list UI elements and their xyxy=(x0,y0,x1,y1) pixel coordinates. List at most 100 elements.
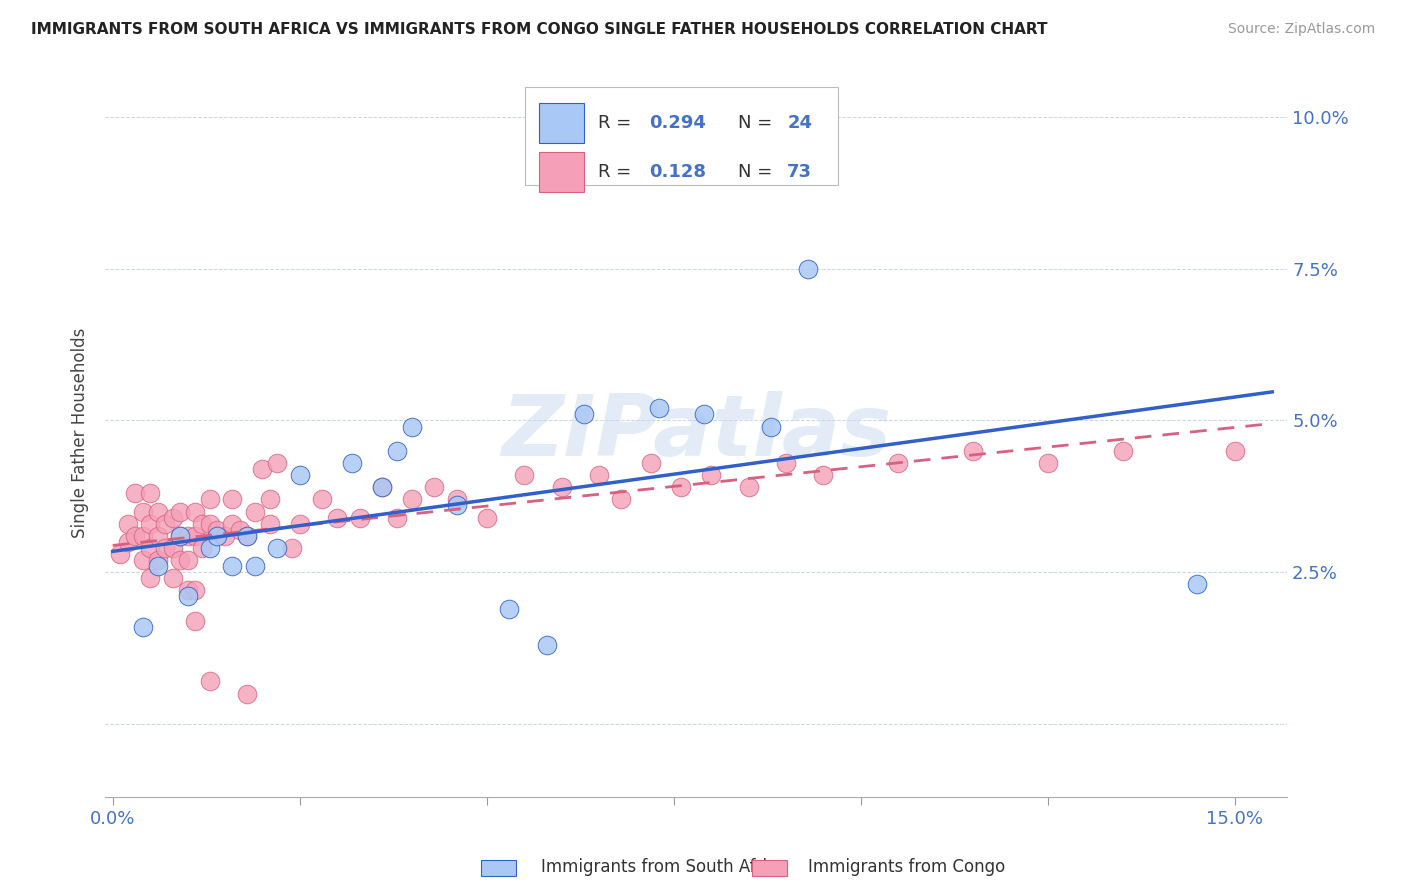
Point xyxy=(146,529,169,543)
Point xyxy=(252,462,274,476)
Point xyxy=(124,486,146,500)
Point xyxy=(775,456,797,470)
Text: 24: 24 xyxy=(787,114,813,132)
Point xyxy=(401,419,423,434)
Point xyxy=(259,492,281,507)
Point xyxy=(184,504,207,518)
Point xyxy=(962,443,984,458)
Point xyxy=(176,590,198,604)
Point xyxy=(1036,456,1059,470)
Point xyxy=(108,547,131,561)
Point xyxy=(184,529,207,543)
Point xyxy=(176,529,198,543)
Point xyxy=(813,468,835,483)
Text: Source: ZipAtlas.com: Source: ZipAtlas.com xyxy=(1227,22,1375,37)
Point xyxy=(131,504,153,518)
Point xyxy=(243,504,266,518)
Point xyxy=(139,541,162,555)
Point xyxy=(700,468,723,483)
Point xyxy=(214,529,236,543)
Point xyxy=(572,408,595,422)
Point xyxy=(139,516,162,531)
Text: Immigrants from South Africa: Immigrants from South Africa xyxy=(541,858,786,876)
Point xyxy=(131,553,153,567)
Point xyxy=(198,492,221,507)
Point xyxy=(588,468,610,483)
Point xyxy=(198,516,221,531)
Point xyxy=(153,516,176,531)
Point xyxy=(117,534,139,549)
Point xyxy=(236,529,259,543)
Point xyxy=(475,510,498,524)
Point xyxy=(1111,443,1133,458)
Point xyxy=(184,614,207,628)
Text: ZIPatlas: ZIPatlas xyxy=(501,391,891,475)
Point xyxy=(1187,577,1209,591)
Point xyxy=(446,499,468,513)
Point xyxy=(281,541,304,555)
Point xyxy=(423,480,446,494)
Point xyxy=(169,529,191,543)
Point xyxy=(326,510,349,524)
Point xyxy=(243,559,266,574)
Point xyxy=(184,583,207,598)
Point xyxy=(349,510,371,524)
Point xyxy=(737,480,759,494)
Point xyxy=(550,480,572,494)
Point xyxy=(229,523,252,537)
Text: N =: N = xyxy=(738,114,778,132)
Point xyxy=(131,529,153,543)
Point xyxy=(139,486,162,500)
Bar xyxy=(538,103,583,143)
Text: Immigrants from Congo: Immigrants from Congo xyxy=(808,858,1005,876)
Point xyxy=(759,419,782,434)
Point xyxy=(139,571,162,585)
Point xyxy=(198,674,221,689)
Point xyxy=(198,541,221,555)
Point xyxy=(207,523,229,537)
Point xyxy=(259,516,281,531)
Point xyxy=(385,443,408,458)
Point xyxy=(266,456,288,470)
Point xyxy=(221,492,243,507)
Point xyxy=(176,583,198,598)
Text: IMMIGRANTS FROM SOUTH AFRICA VS IMMIGRANTS FROM CONGO SINGLE FATHER HOUSEHOLDS C: IMMIGRANTS FROM SOUTH AFRICA VS IMMIGRAN… xyxy=(31,22,1047,37)
Point xyxy=(153,541,176,555)
Point xyxy=(446,492,468,507)
Point xyxy=(146,504,169,518)
Text: 73: 73 xyxy=(787,163,813,181)
Point xyxy=(221,559,243,574)
Point xyxy=(536,638,558,652)
Point xyxy=(513,468,536,483)
Point xyxy=(401,492,423,507)
Point xyxy=(221,516,243,531)
Point xyxy=(385,510,408,524)
Bar xyxy=(538,152,583,192)
FancyBboxPatch shape xyxy=(524,87,838,185)
Point xyxy=(671,480,693,494)
Text: 0.128: 0.128 xyxy=(650,163,706,181)
Point xyxy=(887,456,910,470)
Point xyxy=(162,541,184,555)
Point xyxy=(288,516,311,531)
Point xyxy=(124,529,146,543)
Text: R =: R = xyxy=(598,114,637,132)
Point xyxy=(169,553,191,567)
Text: 0.294: 0.294 xyxy=(650,114,706,132)
Point xyxy=(797,261,820,276)
Point xyxy=(648,401,671,416)
Point xyxy=(169,529,191,543)
Point xyxy=(266,541,288,555)
Point xyxy=(236,529,259,543)
Point xyxy=(371,480,394,494)
Point xyxy=(288,468,311,483)
Text: N =: N = xyxy=(738,163,778,181)
Point xyxy=(176,553,198,567)
Point xyxy=(640,456,662,470)
Point xyxy=(191,541,214,555)
Point xyxy=(207,529,229,543)
Point xyxy=(191,516,214,531)
Point xyxy=(371,480,394,494)
Point xyxy=(340,456,363,470)
Point xyxy=(236,687,259,701)
